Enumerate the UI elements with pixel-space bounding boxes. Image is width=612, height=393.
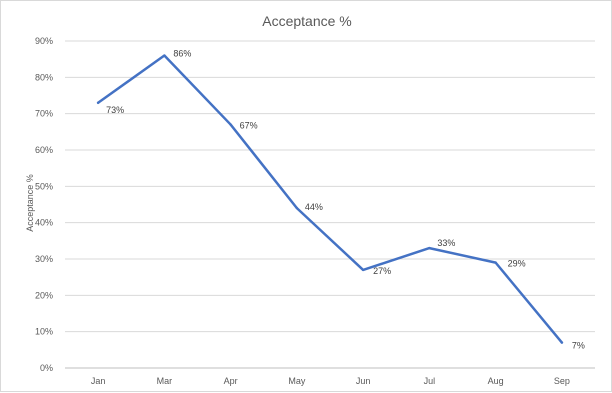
x-tick-label: Aug — [488, 376, 504, 386]
y-tick-label: 60% — [35, 145, 53, 155]
data-label: 29% — [508, 259, 526, 269]
gridlines — [65, 40, 595, 369]
y-tick-label: 50% — [35, 181, 53, 191]
y-tick-label: 40% — [35, 218, 53, 228]
data-point — [229, 123, 232, 126]
x-tick-label: Mar — [157, 376, 173, 386]
data-label: 7% — [572, 341, 585, 351]
data-label: 33% — [437, 238, 455, 248]
x-tick-label: May — [288, 376, 306, 386]
data-label: 67% — [240, 121, 258, 131]
y-tick-label: 80% — [35, 72, 53, 82]
chart-title: Acceptance % — [262, 13, 352, 29]
series-group — [96, 54, 564, 344]
data-label: 44% — [305, 202, 323, 212]
data-point — [361, 268, 365, 272]
data-label: 73% — [106, 105, 124, 115]
y-tick-label: 70% — [35, 109, 53, 119]
x-tick-label: Jul — [424, 376, 436, 386]
data-point — [96, 101, 100, 104]
data-point — [295, 206, 299, 210]
data-point — [163, 54, 166, 57]
x-tick-label: Sep — [554, 376, 570, 386]
y-tick-label: 20% — [35, 290, 53, 300]
x-axis-ticks: Jan Mar Apr May Jun Jul Aug Sep — [91, 376, 570, 386]
x-tick-label: Jun — [356, 376, 371, 386]
y-axis-ticks: 0% 10% 20% 30% 40% 50% 60% 70% 80% 90% — [35, 36, 53, 373]
y-axis-label: Acceptance % — [25, 174, 35, 232]
x-tick-label: Jan — [91, 376, 106, 386]
y-tick-label: 0% — [40, 363, 53, 373]
data-point — [560, 341, 564, 344]
data-labels: 73% 86% 67% 44% 27% 33% 29% 7% — [106, 49, 585, 351]
series-line — [96, 54, 564, 344]
y-tick-label: 30% — [35, 254, 53, 264]
data-point — [494, 261, 497, 264]
data-label: 86% — [173, 49, 191, 59]
y-tick-label: 10% — [35, 327, 53, 337]
data-point — [428, 246, 431, 250]
y-tick-label: 90% — [35, 36, 53, 46]
x-tick-label: Apr — [224, 376, 238, 386]
data-label: 27% — [373, 266, 391, 276]
